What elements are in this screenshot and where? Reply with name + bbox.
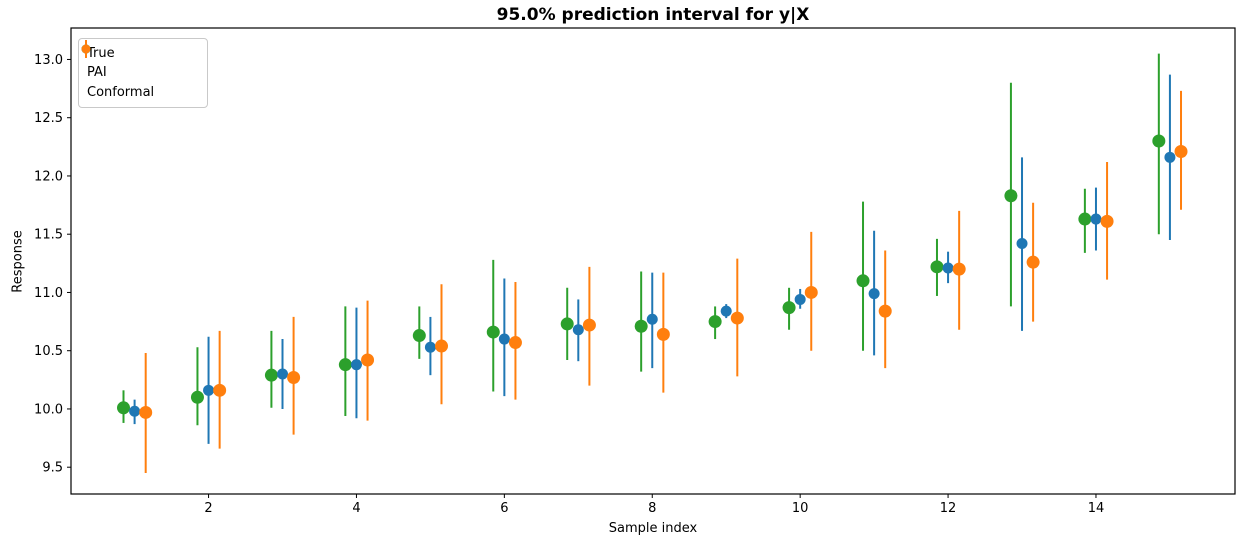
marker-dot — [129, 405, 141, 417]
marker-dot — [1016, 238, 1028, 250]
marker-dot — [213, 383, 227, 397]
chart-title: 95.0% prediction interval for y|X — [496, 5, 810, 25]
marker-dot — [720, 305, 732, 317]
marker-dot — [794, 293, 806, 305]
x-tick-label: 4 — [352, 501, 360, 516]
marker-dot — [868, 288, 880, 300]
marker-dot — [782, 301, 796, 315]
legend: True PAI Conformal — [78, 38, 208, 108]
series-conformal — [139, 90, 1188, 474]
marker-dot — [203, 384, 215, 396]
x-tick-label: 14 — [1088, 501, 1105, 516]
errorbar-marker-icon — [81, 40, 91, 58]
marker-dot — [878, 304, 892, 318]
marker-dot — [434, 339, 448, 353]
marker-dot — [1164, 151, 1176, 163]
marker-dot — [646, 313, 658, 325]
marker-dot — [1090, 213, 1102, 225]
y-tick-label: 13.0 — [34, 53, 63, 68]
marker-dot — [361, 353, 375, 367]
marker-dot — [942, 262, 954, 274]
marker-dot — [634, 319, 648, 333]
legend-item-pai: PAI — [81, 40, 195, 82]
x-tick-label: 8 — [648, 501, 656, 516]
y-tick-label: 12.0 — [34, 169, 63, 184]
legend-label: PAI — [87, 65, 107, 81]
marker-dot — [1174, 144, 1188, 158]
marker-dot — [350, 359, 362, 371]
marker-dot — [572, 324, 584, 336]
y-tick-label: 11.0 — [34, 286, 63, 301]
marker-dot — [486, 325, 500, 339]
x-tick-label: 12 — [940, 501, 957, 516]
marker-dot — [1078, 212, 1092, 226]
legend-item-true: True — [81, 40, 195, 63]
marker-dot — [498, 333, 510, 345]
marker-dot — [856, 274, 870, 288]
marker-dot — [117, 401, 131, 415]
marker-dot — [708, 315, 722, 329]
marker-dot — [952, 262, 966, 276]
marker-dot — [1026, 255, 1040, 269]
series-true — [129, 74, 1176, 444]
marker-dot — [277, 368, 289, 380]
marker-dot — [582, 318, 596, 332]
axis-spine — [70, 27, 1236, 495]
marker-dot — [1152, 134, 1166, 148]
marker-dot — [1004, 189, 1018, 203]
x-tick-label: 10 — [792, 501, 809, 516]
marker-dot — [930, 260, 944, 274]
marker-dot — [338, 358, 352, 372]
y-tick-label: 10.0 — [34, 402, 63, 417]
x-tick-label: 2 — [204, 501, 212, 516]
marker-dot — [508, 336, 522, 350]
marker-dot — [730, 311, 744, 325]
series-pai — [117, 53, 1166, 426]
legend-item-conformal: Conformal — [81, 40, 195, 102]
legend-label: Conformal — [87, 84, 155, 100]
x-axis-label: Sample index — [608, 521, 698, 536]
y-tick-label: 11.5 — [34, 228, 63, 243]
marker-dot — [264, 368, 278, 382]
marker-dot — [1100, 214, 1114, 228]
y-tick-label: 12.5 — [34, 111, 63, 126]
marker-dot — [804, 285, 818, 299]
marker-dot — [190, 390, 204, 404]
x-tick-label: 6 — [500, 501, 508, 516]
y-tick-label: 10.5 — [34, 344, 63, 359]
y-tick-label: 9.5 — [42, 461, 63, 476]
marker-dot — [412, 329, 426, 343]
marker-dot — [139, 405, 153, 419]
marker-dot — [287, 371, 301, 384]
marker-dot — [656, 327, 670, 341]
legend-label: True — [87, 46, 115, 62]
marker-dot — [560, 317, 574, 331]
marker-dot — [424, 341, 436, 353]
